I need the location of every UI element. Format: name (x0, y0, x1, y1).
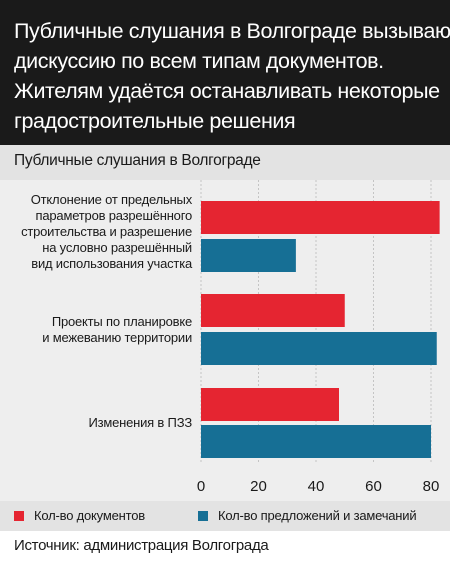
category-label-1-line-4: на условно разрешённый (42, 240, 192, 255)
legend-bar (0, 501, 450, 531)
source-note: Источник: администрация Волгограда (14, 537, 269, 554)
legend-swatch-proposals (198, 510, 208, 521)
category-label-2-line-2: и межеванию территории (42, 330, 192, 345)
category-label-1-line-3: строительства и разрешение (21, 224, 192, 239)
x-tick-label-40: 40 (308, 478, 325, 495)
headline-line-3: Жителям удаётся останавливать некоторые (14, 79, 440, 103)
bar-documents-category-3 (201, 388, 339, 421)
category-label-1-line-5: вид использования участка (31, 256, 192, 271)
chart-title: Публичные слушания в Волгограде (14, 152, 261, 169)
bar-proposals-category-2 (201, 332, 437, 365)
category-label-3: Изменения в ПЗЗ (88, 415, 192, 431)
legend-item-documents: Кол-во документов (14, 508, 145, 523)
bar-proposals-category-3 (201, 425, 431, 458)
chart-title-bar (0, 145, 450, 180)
x-tick-label-20: 20 (250, 478, 267, 495)
bar-chart: 0 20 40 60 80 (197, 180, 440, 495)
category-label-3-line-1: Изменения в ПЗЗ (88, 415, 192, 430)
category-label-1: Отклонение от предельных параметров разр… (21, 192, 192, 272)
x-tick-label-60: 60 (365, 478, 382, 495)
legend-item-proposals: Кол-во предложений и замечаний (198, 508, 417, 523)
category-label-1-line-2: параметров разрешённого (35, 208, 193, 223)
bar-documents-category-2 (201, 294, 345, 327)
category-label-2-line-1: Проекты по планировке (51, 314, 192, 329)
x-tick-label-80: 80 (423, 478, 440, 495)
headline-line-4: градостроительные решения (14, 109, 296, 133)
bar-proposals-category-1 (201, 239, 296, 272)
x-tick-label-0: 0 (197, 478, 205, 495)
category-label-2: Проекты по планировке и межеванию террит… (42, 314, 192, 346)
category-label-1-line-1: Отклонение от предельных (30, 192, 192, 207)
headline-line-1: Публичные слушания в Волгограде вызывают (14, 19, 450, 43)
legend-swatch-documents (14, 510, 24, 521)
legend-label-proposals: Кол-во предложений и замечаний (218, 508, 417, 523)
headline-line-2: дискуссию по всем типам документов. (14, 49, 384, 73)
header-panel: Публичные слушания в Волгограде вызывают… (0, 0, 450, 145)
legend-label-documents: Кол-во документов (34, 508, 145, 523)
bar-documents-category-1 (201, 201, 440, 234)
